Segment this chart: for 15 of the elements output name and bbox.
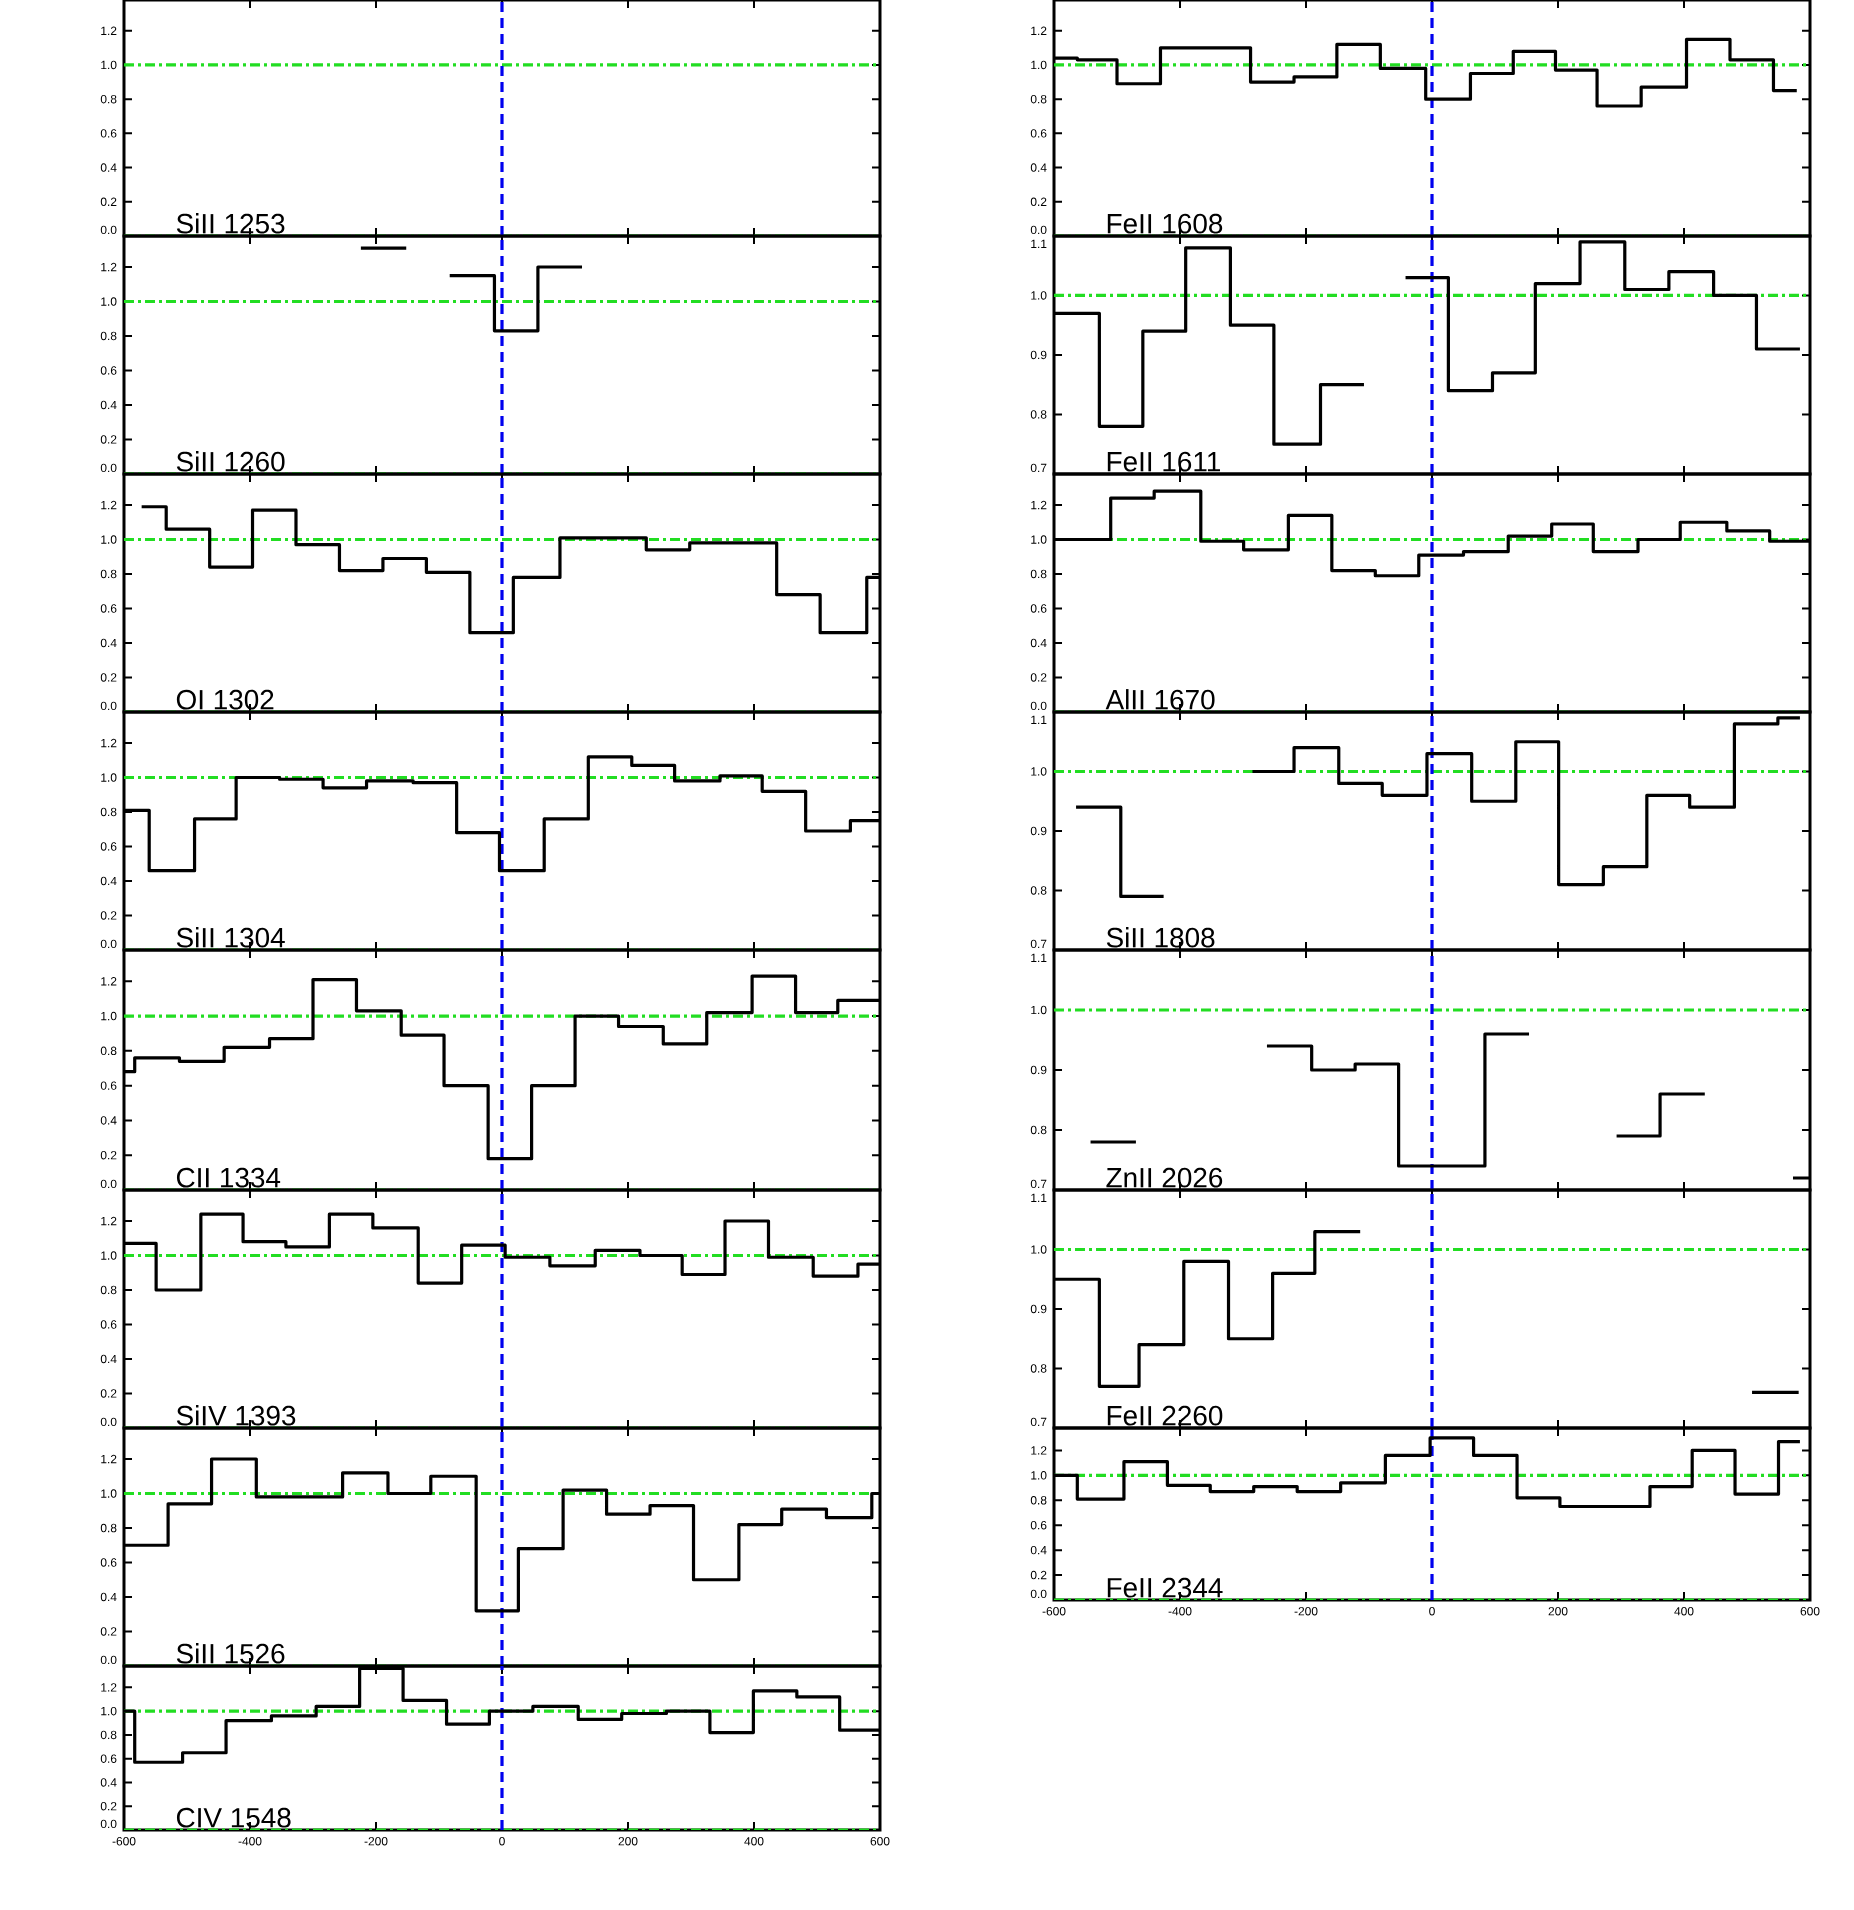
text: OI 1302 bbox=[176, 689, 274, 710]
text: FeII 2260 bbox=[1107, 1405, 1223, 1426]
text: SiII 1526 bbox=[176, 1643, 285, 1664]
text: CII 1334 bbox=[176, 1167, 281, 1188]
text: FeII 1608 bbox=[1107, 213, 1223, 234]
text: FeII 2344 bbox=[1107, 1577, 1223, 1598]
text: SiII 1808 bbox=[1106, 927, 1215, 948]
text: AlII 1670 bbox=[1105, 689, 1215, 710]
text: CIV 1548 bbox=[176, 1807, 291, 1828]
text: FeII 1611 bbox=[1107, 451, 1220, 472]
text: SiII 1304 bbox=[176, 927, 285, 948]
text: SiII 1253 bbox=[176, 213, 285, 234]
text: SiIV 1393 bbox=[176, 1405, 296, 1426]
text: SiII 1260 bbox=[176, 451, 285, 472]
text: ZnII 2026 bbox=[1106, 1167, 1223, 1188]
